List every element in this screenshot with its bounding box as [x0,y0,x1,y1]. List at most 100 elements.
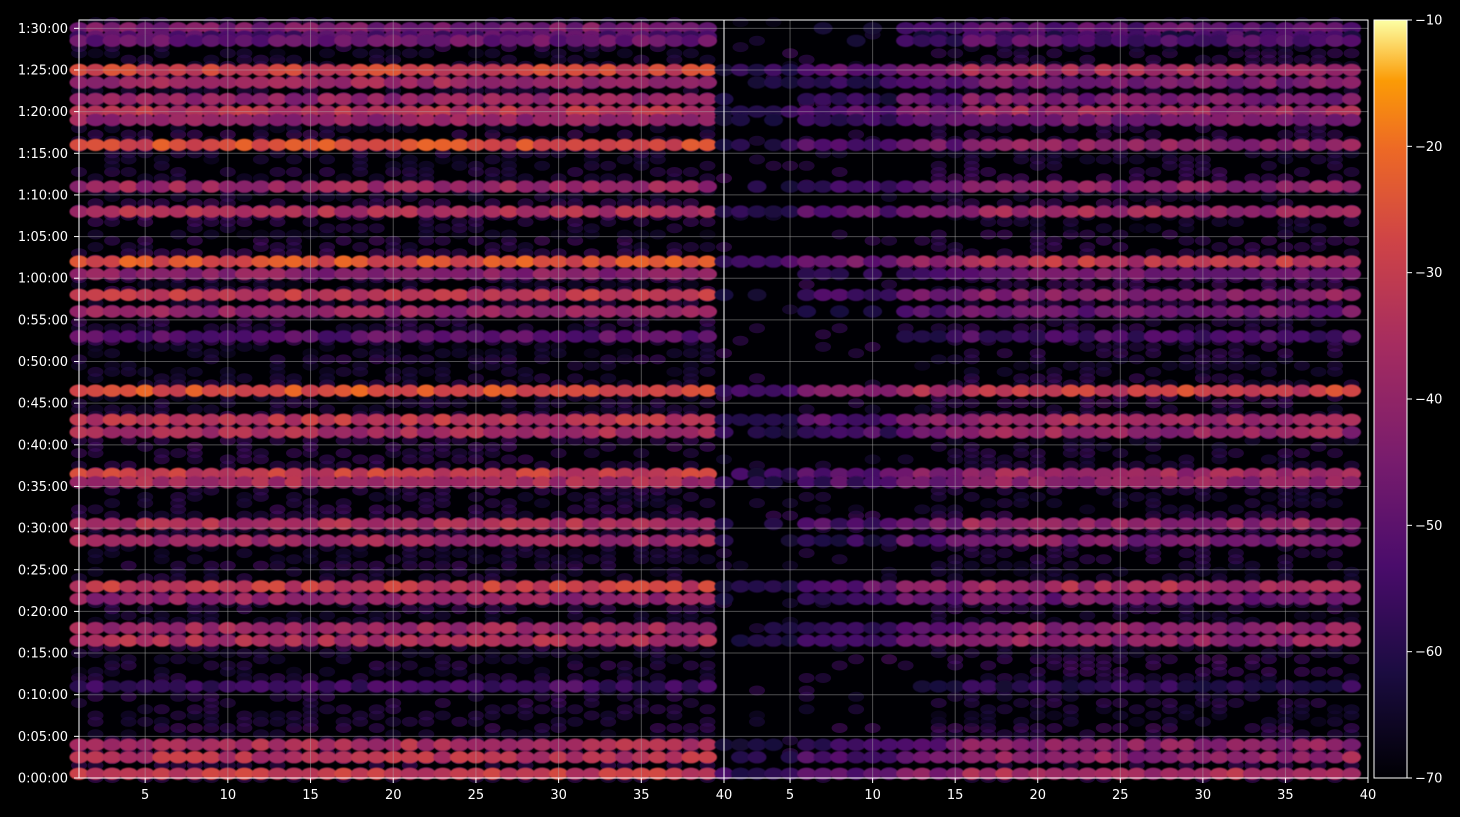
data-cell [119,138,139,152]
data-cell [1095,723,1112,733]
data-cell [1095,360,1112,371]
data-cell [1046,566,1063,577]
data-cell [980,566,997,577]
data-cell [252,323,269,334]
data-cell [532,113,552,127]
data-cell [102,592,122,606]
data-cell [268,205,287,218]
data-cell [567,504,584,515]
data-cell [1127,34,1147,47]
data-cell [168,426,188,439]
data-cell [137,173,154,184]
data-cell [350,205,370,218]
data-cell [153,448,170,459]
data-cell [433,621,453,635]
data-cell [681,634,701,647]
data-cell [648,580,668,593]
data-cell [1293,698,1310,708]
right-panel [714,17,1368,783]
data-cell [1310,279,1327,290]
data-cell [598,76,618,89]
data-cell [550,248,567,259]
data-cell [152,751,172,764]
data-cell [664,621,684,635]
data-cell [963,491,980,502]
data-cell [467,548,484,559]
data-cell [600,354,617,365]
data-cell [649,229,666,240]
data-cell [234,92,254,106]
data-cell [1227,235,1244,246]
data-cell [120,460,137,471]
data-cell [582,330,602,343]
data-cell [286,491,302,502]
data-cell [598,138,618,152]
data-cell [416,34,436,47]
data-cell [268,76,287,89]
data-cell [385,198,402,209]
data-cell [119,384,139,397]
data-cell [434,223,451,234]
data-cell [152,738,172,751]
data-cell [334,255,354,268]
data-cell [119,580,139,593]
data-cell [201,580,221,593]
data-cell [87,173,104,184]
data-cell [416,534,436,547]
data-cell [1327,666,1343,677]
data-cell [400,34,420,47]
data-cell [269,729,286,740]
data-cell [483,534,502,547]
data-cell [1145,223,1162,234]
data-cell [400,426,420,439]
data-cell [749,623,765,634]
data-cell [137,235,154,246]
data-cell [87,298,104,309]
data-cell [666,723,683,733]
data-cell [483,580,502,593]
data-cell [666,691,683,702]
data-cell [565,680,585,693]
data-cell [86,413,105,426]
data-cell [268,426,287,439]
data-cell [86,288,105,302]
data-cell [1095,654,1112,665]
data-cell [170,448,187,459]
data-cell [499,330,519,343]
data-cell [1161,698,1178,708]
data-cell [367,76,387,89]
data-cell [87,504,104,515]
data-cell [598,621,618,635]
data-cell [252,173,269,184]
data-cell [152,580,172,593]
data-cell [1244,654,1261,665]
data-cell [980,54,997,65]
data-cell [501,229,517,240]
data-cell [664,76,684,89]
data-cell [565,751,585,764]
data-cell [615,580,635,593]
data-cell [385,485,402,496]
data-cell [1013,192,1030,202]
data-cell [434,460,451,471]
data-cell [350,113,370,127]
data-cell [565,413,585,426]
data-cell [120,729,137,740]
data-cell [565,534,585,547]
data-cell [352,560,369,571]
data-cell [1227,504,1244,515]
data-cell [434,485,451,496]
data-cell [664,580,684,593]
data-cell [467,235,484,246]
data-cell [499,92,519,106]
data-cell [152,34,172,47]
data-cell [567,604,584,615]
data-cell [236,373,253,384]
data-cell [185,634,205,647]
data-cell [648,751,668,764]
data-cell [664,738,684,751]
data-cell [1211,217,1228,227]
data-cell [385,235,402,246]
data-cell [798,160,815,171]
data-cell [104,404,121,415]
